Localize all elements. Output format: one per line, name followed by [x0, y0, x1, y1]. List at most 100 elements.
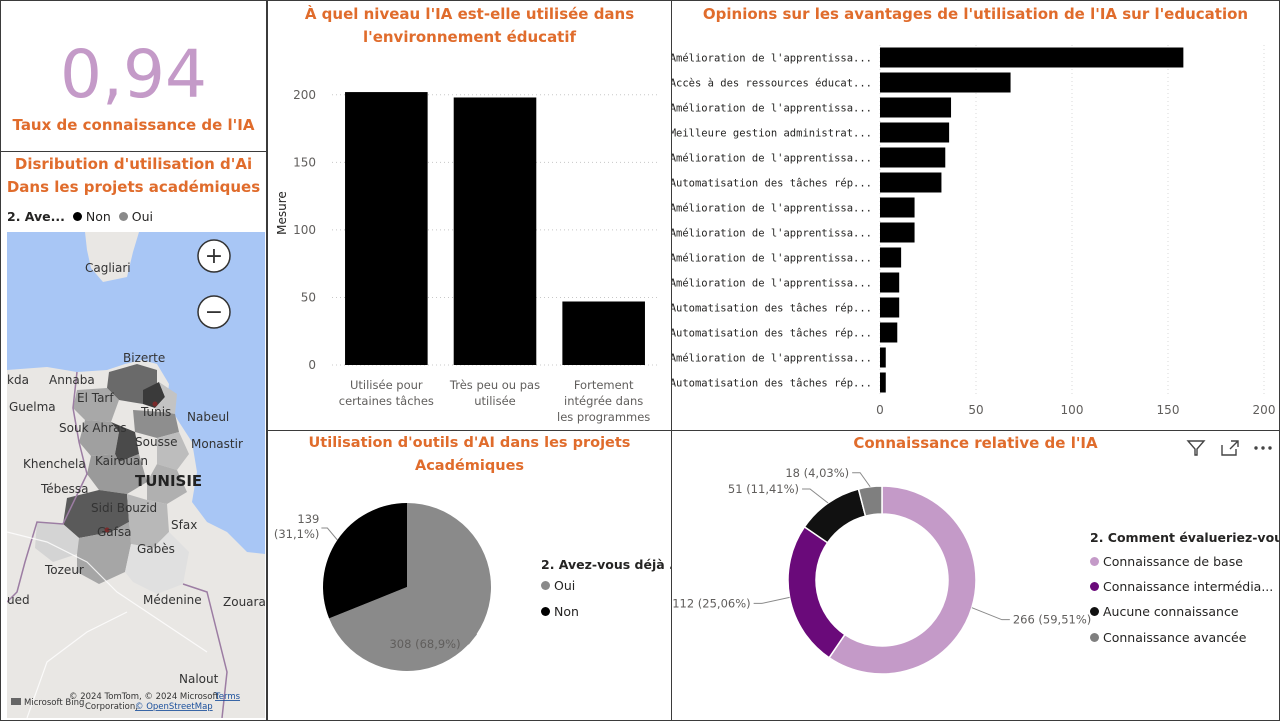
place-label: Kairouan	[95, 454, 148, 468]
opinions-chart-panel: Opinions sur les avantages de l'utilisat…	[671, 0, 1280, 431]
map-title: Disribution d'utilisation d'Ai Dans les …	[1, 153, 266, 199]
region-tunis	[143, 382, 165, 408]
leader-line	[753, 596, 790, 604]
bar[interactable]	[880, 322, 898, 343]
legend-dot-icon	[1090, 633, 1099, 642]
connaissance-legend-item-3[interactable]: Connaissance avancée	[1090, 630, 1246, 645]
zoom-out-button[interactable]: −	[197, 295, 231, 329]
x-tick-label: Très peu ou pas	[449, 378, 540, 392]
zoom-in-button[interactable]: +	[197, 239, 231, 273]
bar[interactable]	[880, 122, 950, 143]
place-label: Souk Ahras	[59, 421, 127, 435]
outils-chart-panel: Utilisation d'outils d'AI dans les proje…	[267, 430, 672, 721]
bar[interactable]	[880, 347, 886, 368]
bar[interactable]	[880, 197, 915, 218]
pie-slice[interactable]	[329, 503, 492, 671]
y-tick-label: 0	[308, 358, 316, 372]
outils-legend-non-label: Non	[554, 604, 579, 619]
bar[interactable]	[880, 247, 902, 268]
bar[interactable]	[562, 301, 645, 365]
connaissance-chart-title: Connaissance relative de l'IA	[853, 434, 1098, 452]
region-nabeul	[155, 382, 177, 414]
y-tick-label: 100	[293, 223, 316, 237]
x-tick-label: intégrée dans	[564, 394, 643, 408]
leader-line	[321, 527, 338, 541]
outils-legend-item-oui[interactable]: Oui	[541, 578, 575, 593]
place-label: ued	[7, 593, 30, 607]
pie-slice[interactable]	[323, 503, 407, 619]
region-gafsa	[63, 490, 129, 538]
attribution-terms-link: Terms	[214, 692, 241, 702]
bar[interactable]	[880, 222, 915, 243]
x-tick-label: 100	[1061, 403, 1084, 417]
y-tick-label: Accès à des ressources éducat...	[672, 78, 872, 90]
bar[interactable]	[880, 47, 1184, 68]
data-label: 266 (59,51%)	[1013, 613, 1091, 627]
map-canvas[interactable]: Cagliari Bizerte Annaba kda El Tarf Tuni…	[7, 232, 265, 718]
donut-slice[interactable]	[828, 485, 977, 675]
leader-line	[462, 633, 478, 645]
place-label: Sidi Bouzid	[91, 501, 157, 515]
data-label: (31,1%)	[274, 527, 320, 541]
niveau-title-line1: À quel niveau l'IA est-elle utilisée dan…	[304, 5, 635, 23]
place-label: TUNISIE	[135, 472, 202, 490]
region-monastir	[157, 432, 189, 470]
y-tick-label: Automatisation des tâches rép...	[672, 178, 872, 190]
connaissance-legend-item-0[interactable]: Connaissance de base	[1090, 554, 1243, 569]
place-label: Tébessa	[40, 482, 89, 496]
bar[interactable]	[345, 92, 428, 365]
map-legend-item-non[interactable]: Non	[72, 209, 115, 224]
attribution-brand: Microsoft Bing	[24, 698, 84, 708]
region-medenine	[125, 532, 189, 594]
y-tick-label: Automatisation des tâches rép...	[672, 378, 872, 390]
kpi-label: Taux de connaissance de l'IA	[12, 116, 255, 134]
outils-legend-item-non[interactable]: Non	[541, 604, 579, 619]
connaissance-legend-label-2: Aucune connaissance	[1103, 604, 1239, 619]
map-attribution: Microsoft Bing © 2024 TomTom, © 2024 Mic…	[11, 692, 241, 712]
map-legend-non-label: Non	[85, 209, 111, 224]
y-tick-label: Amélioration de l'apprentissa...	[672, 103, 872, 115]
bar[interactable]	[880, 297, 900, 318]
bar[interactable]	[880, 72, 1011, 93]
data-label: 139	[297, 512, 319, 526]
more-options-icon[interactable]	[1252, 439, 1274, 457]
bar[interactable]	[880, 372, 886, 393]
outils-chart-title: Utilisation d'outils d'AI dans les proje…	[308, 435, 631, 474]
y-tick-label: Automatisation des tâches rép...	[672, 303, 872, 315]
filter-icon[interactable]	[1186, 439, 1206, 457]
bar[interactable]	[880, 97, 952, 118]
legend-dot-icon	[1090, 607, 1099, 616]
y-tick-label: Amélioration de l'apprentissa...	[672, 203, 872, 215]
connaissance-legend-item-1[interactable]: Connaissance intermédia...	[1090, 579, 1273, 594]
leader-line	[802, 488, 829, 504]
map-legend-item-oui[interactable]: Oui	[118, 209, 153, 224]
connaissance-legend-item-2[interactable]: Aucune connaissance	[1090, 604, 1239, 619]
place-label: Guelma	[9, 400, 56, 414]
connaissance-legend-label-0: Connaissance de base	[1103, 554, 1243, 569]
data-label: 308 (68,9%)	[389, 637, 460, 651]
y-tick-label: Amélioration de l'apprentissa...	[672, 53, 872, 65]
place-label: Tunis	[140, 405, 171, 419]
y-tick-label: 200	[293, 88, 316, 102]
bar[interactable]	[880, 172, 942, 193]
donut-slice[interactable]	[857, 485, 883, 518]
city-marker	[152, 401, 158, 407]
x-tick-label: 50	[968, 403, 983, 417]
map-legend: 2. Ave... Non Oui	[7, 209, 153, 224]
y-tick-label: Automatisation des tâches rép...	[672, 328, 872, 340]
focus-mode-icon[interactable]	[1220, 439, 1240, 457]
zoom-out-icon: −	[205, 300, 223, 325]
map-legend-title: 2. Ave...	[7, 209, 65, 224]
bar[interactable]	[880, 147, 946, 168]
bar[interactable]	[453, 97, 537, 365]
legend-dot-icon	[1090, 582, 1099, 591]
x-tick-label: Fortement	[574, 378, 634, 392]
region-kairouan	[111, 422, 139, 462]
legend-dot-icon	[72, 212, 82, 221]
donut-slice[interactable]	[787, 525, 846, 659]
y-tick-label: 150	[293, 155, 316, 169]
map-panel: Disribution d'utilisation d'Ai Dans les …	[0, 151, 267, 721]
x-tick-label: 0	[876, 403, 884, 417]
bar[interactable]	[880, 272, 900, 293]
place-label: Monastir	[191, 437, 243, 451]
